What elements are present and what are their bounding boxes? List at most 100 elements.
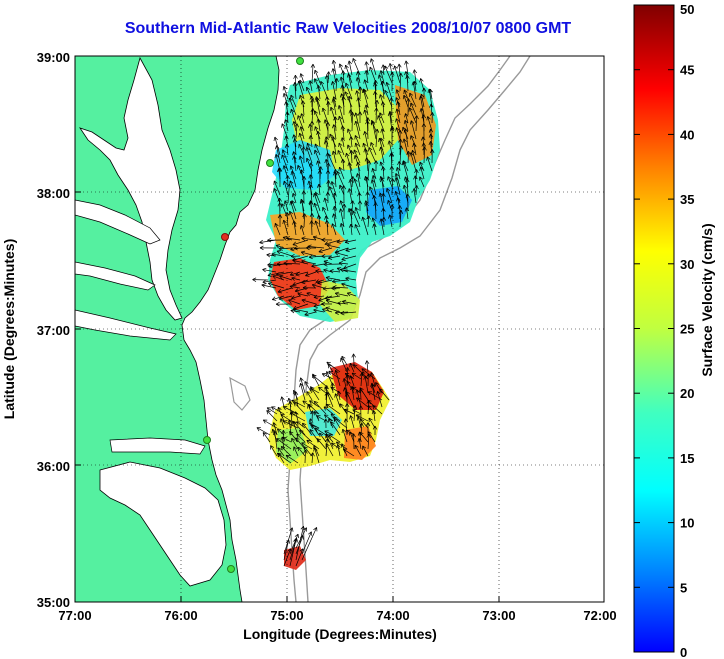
velocity-arrow [309, 400, 320, 408]
velocity-arrow-head [418, 96, 421, 101]
velocity-arrow [306, 292, 317, 297]
velocity-arrow-head [308, 162, 312, 167]
velocity-arrow-head [404, 120, 409, 124]
velocity-arrow-head [313, 193, 318, 197]
velocity-arrow-head [333, 416, 338, 419]
velocity-arrow [295, 287, 309, 292]
velocity-arrow-head [406, 207, 410, 212]
velocity-arrow-head [315, 220, 319, 224]
velocity-arrow-head [403, 184, 408, 189]
velocity-arrow-head [303, 446, 305, 451]
velocity-arrow-head [293, 307, 298, 310]
velocity-arrow-head [420, 96, 424, 100]
velocity-arrow-head [371, 382, 375, 387]
velocity-arrow-head [395, 118, 397, 123]
velocity-arrow-head [307, 180, 310, 185]
velocity-arrow-head [368, 215, 371, 220]
velocity-arrow-head [296, 537, 298, 542]
velocity-arrow-head [350, 223, 354, 228]
velocity-arrow [276, 145, 281, 164]
velocity-arrow [330, 421, 341, 436]
velocity-arrow-head [313, 309, 317, 313]
velocity-arrow-head [313, 527, 317, 531]
velocity-arrow-head [423, 142, 426, 147]
velocity-arrow-head [276, 438, 279, 443]
velocity-arrow-head [314, 126, 316, 131]
velocity-arrow-head [289, 285, 294, 290]
velocity-arrow-head [387, 200, 389, 205]
velocity-arrow-head [268, 283, 272, 287]
velocity-arrow [295, 123, 298, 140]
velocity-arrow-head [375, 382, 380, 385]
velocity-arrow-head [361, 368, 364, 373]
velocity-arrow-head [347, 128, 352, 132]
velocity-arrow [310, 135, 313, 148]
velocity-arrow-head [382, 166, 386, 171]
velocity-arrow-head [341, 256, 345, 260]
grid-lines [75, 56, 604, 602]
velocity-arrow-head [371, 175, 374, 180]
velocity-arrow-head [316, 438, 319, 443]
velocity-arrow-head [318, 387, 321, 392]
velocity-arrow [412, 81, 417, 100]
velocity-arrow-head [405, 178, 408, 183]
velocity-arrow-head [363, 88, 367, 92]
velocity-arrow-head [364, 131, 368, 135]
velocity-arrow-head [313, 294, 318, 298]
velocity-arrow-head [375, 202, 378, 206]
velocity-arrow-head [325, 306, 330, 308]
velocity-arrow-head [345, 82, 350, 86]
velocity-arrow-head [281, 154, 283, 159]
velocity-arrow [322, 373, 334, 380]
colorbar [633, 4, 675, 653]
velocity-arrow-head [315, 269, 320, 272]
velocity-arrow-head [405, 128, 409, 133]
velocity-arrow [372, 168, 377, 180]
velocity-arrow-head [385, 188, 388, 193]
velocity-arrow [345, 277, 357, 281]
velocity-arrow-head [424, 146, 427, 151]
velocity-arrow-head [367, 191, 370, 196]
velocity-arrow-head [356, 162, 359, 167]
velocity-arrow-head [325, 191, 329, 196]
velocity-arrow-head [352, 210, 357, 214]
velocity-arrow-head [297, 293, 302, 297]
velocity-arrow-head [291, 437, 296, 441]
velocity-arrow-head [310, 98, 313, 103]
velocity-arrow [344, 387, 348, 401]
velocity-arrow-head [374, 82, 378, 87]
velocity-arrow-head [398, 138, 401, 143]
velocity-arrow-head [275, 223, 279, 227]
velocity-arrow [377, 391, 383, 408]
velocity-arrow-head [325, 277, 330, 281]
velocity-arrow-head [412, 149, 416, 154]
velocity-arrow [384, 90, 393, 108]
velocity-arrow-head [268, 282, 273, 284]
velocity-arrow [375, 382, 383, 394]
velocity-arrow-head [259, 239, 263, 243]
velocity-arrow-head [343, 203, 347, 208]
velocity-arrow-head [426, 156, 428, 161]
velocity-arrow [381, 128, 385, 140]
velocity-arrow-head [354, 120, 356, 126]
velocity-arrow-head [406, 75, 410, 79]
velocity-arrow-head [316, 415, 319, 420]
velocity-arrow-head [365, 191, 368, 196]
velocity-arrow [332, 98, 337, 116]
velocity-arrow-head [416, 169, 419, 174]
velocity-arrow-head [319, 170, 323, 174]
velocity-arrow-head [422, 146, 425, 151]
velocity-arrow-head [395, 177, 399, 181]
velocity-arrow [426, 156, 433, 172]
velocity-arrow-head [326, 96, 330, 101]
velocity-arrow [261, 284, 277, 289]
velocity-arrow [286, 111, 289, 124]
velocity-arrow-head [285, 135, 289, 140]
velocity-arrow-head [398, 161, 402, 165]
velocity-arrow-head [342, 378, 345, 383]
velocity-arrow [317, 160, 321, 172]
velocity-arrow-head [313, 235, 318, 238]
velocity-arrow-head [310, 63, 314, 68]
velocity-arrow-head [318, 300, 323, 302]
velocity-arrow [288, 299, 301, 305]
